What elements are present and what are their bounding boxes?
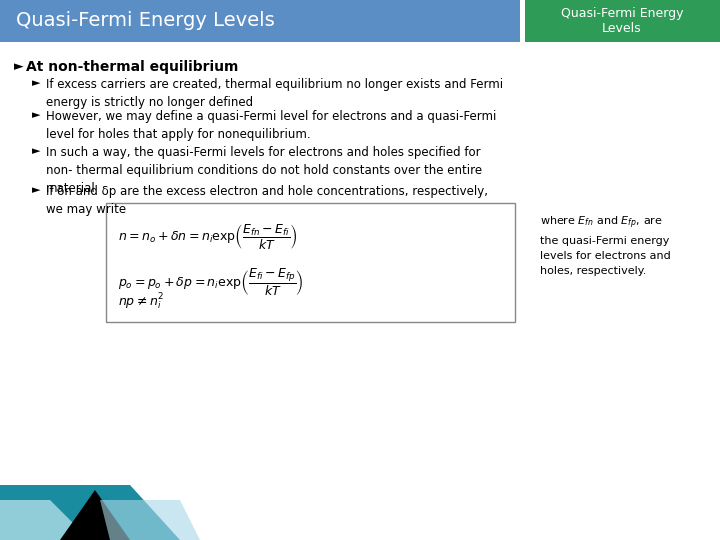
Polygon shape xyxy=(0,485,180,540)
Text: ►: ► xyxy=(32,78,40,88)
Text: $np \neq n_i^2$: $np \neq n_i^2$ xyxy=(118,292,164,312)
Polygon shape xyxy=(0,500,90,540)
Polygon shape xyxy=(100,500,200,540)
Text: In such a way, the quasi-Fermi levels for electrons and holes specified for
non-: In such a way, the quasi-Fermi levels fo… xyxy=(46,146,482,195)
Polygon shape xyxy=(60,490,130,540)
Text: ►: ► xyxy=(32,185,40,195)
Text: $n = n_o + \delta n = n_i \exp\!\left(\dfrac{E_{fn} - E_{fi}}{kT}\right)$: $n = n_o + \delta n = n_i \exp\!\left(\d… xyxy=(118,223,297,252)
Text: However, we may define a quasi-Fermi level for electrons and a quasi-Fermi
level: However, we may define a quasi-Fermi lev… xyxy=(46,110,496,141)
Text: Quasi-Fermi Energy Levels: Quasi-Fermi Energy Levels xyxy=(16,11,275,30)
Text: If excess carriers are created, thermal equilibrium no longer exists and Fermi
e: If excess carriers are created, thermal … xyxy=(46,78,503,109)
Text: Quasi-Fermi Energy
Levels: Quasi-Fermi Energy Levels xyxy=(561,7,683,35)
Text: ►: ► xyxy=(14,60,24,73)
FancyBboxPatch shape xyxy=(106,203,515,322)
Text: At non-thermal equilibrium: At non-thermal equilibrium xyxy=(26,60,238,74)
Text: $p_o = p_o + \delta p = n_i \exp\!\left(\dfrac{E_{fi} - E_{fp}}{kT}\right)$: $p_o = p_o + \delta p = n_i \exp\!\left(… xyxy=(118,267,304,298)
FancyBboxPatch shape xyxy=(525,0,720,42)
Text: ►: ► xyxy=(32,110,40,120)
Text: where $E_{fn}$ and $E_{fp}$, are
the quasi-Fermi energy
levels for electrons and: where $E_{fn}$ and $E_{fp}$, are the qua… xyxy=(540,215,671,276)
FancyBboxPatch shape xyxy=(0,0,520,42)
Text: If δn and δp are the excess electron and hole concentrations, respectively,
we m: If δn and δp are the excess electron and… xyxy=(46,185,488,216)
Text: ►: ► xyxy=(32,146,40,156)
